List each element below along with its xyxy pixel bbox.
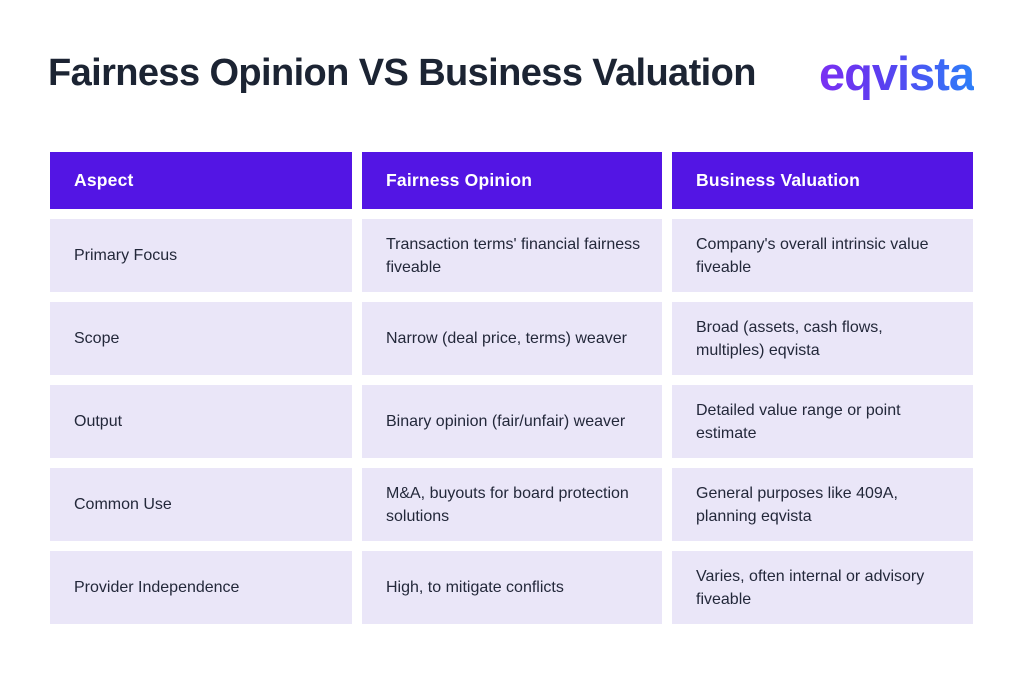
row-label-provider-independence: Provider Independence bbox=[50, 551, 352, 624]
cell-output-business-valuation: Detailed value range or point estimate bbox=[672, 385, 973, 458]
cell-provider-independence-business-valuation: Varies, often internal or advisory fivea… bbox=[672, 551, 973, 624]
column-header-aspect: Aspect bbox=[50, 152, 352, 209]
cell-output-fairness-opinion: Binary opinion (fair/unfair) weaver bbox=[362, 385, 662, 458]
cell-provider-independence-fairness-opinion: High, to mitigate conflicts bbox=[362, 551, 662, 624]
page-title: Fairness Opinion VS Business Valuation bbox=[48, 52, 756, 94]
cell-scope-fairness-opinion: Narrow (deal price, terms) weaver bbox=[362, 302, 662, 375]
comparison-table: Aspect Fairness Opinion Business Valuati… bbox=[50, 152, 973, 624]
row-label-primary-focus: Primary Focus bbox=[50, 219, 352, 292]
cell-common-use-fairness-opinion: M&A, buyouts for board protection soluti… bbox=[362, 468, 662, 541]
eqvista-logo: eqvista bbox=[819, 47, 975, 100]
row-label-common-use: Common Use bbox=[50, 468, 352, 541]
cell-common-use-business-valuation: General purposes like 409A, planning eqv… bbox=[672, 468, 973, 541]
row-label-scope: Scope bbox=[50, 302, 352, 375]
row-label-output: Output bbox=[50, 385, 352, 458]
column-header-business-valuation: Business Valuation bbox=[672, 152, 973, 209]
cell-primary-focus-business-valuation: Company's overall intrinsic value fiveab… bbox=[672, 219, 973, 292]
cell-scope-business-valuation: Broad (assets, cash flows, multiples) eq… bbox=[672, 302, 973, 375]
column-header-fairness-opinion: Fairness Opinion bbox=[362, 152, 662, 209]
cell-primary-focus-fairness-opinion: Transaction terms' financial fairness fi… bbox=[362, 219, 662, 292]
